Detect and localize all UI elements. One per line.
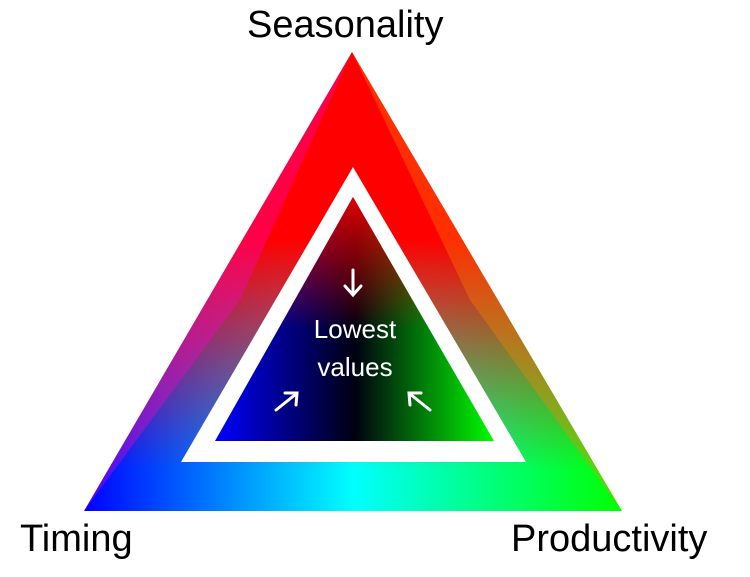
center-label-line2: values (317, 352, 393, 382)
arrow-up-left-icon (407, 391, 432, 412)
arrow-up-right-icon (274, 391, 299, 412)
arrow-down-icon (343, 268, 363, 298)
center-label-line1: Lowest (313, 314, 397, 344)
vertex-label-seasonality: Seasonality (247, 4, 444, 46)
vertex-label-timing: Timing (20, 518, 133, 560)
vertex-label-productivity: Productivity (511, 518, 708, 560)
